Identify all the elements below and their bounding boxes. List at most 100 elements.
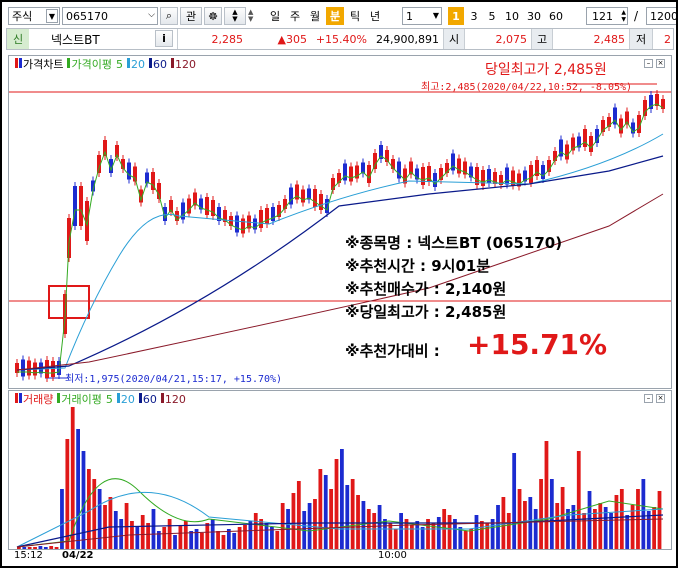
candle-body [517,173,521,187]
volume-bar [409,525,414,549]
volume-bar [555,503,560,549]
volume-bar [248,521,253,549]
candle-body [283,199,287,209]
market-select[interactable]: 주식 ▼ [8,7,60,25]
volume-bar [270,527,274,549]
period-tab-3[interactable]: 분 [326,7,344,25]
volume-bar [65,439,70,549]
candle-body [199,198,203,210]
chevron-down-icon: ▼ [432,11,439,20]
candle-body [457,158,461,174]
info-button[interactable]: i [155,30,173,47]
volume-plot [16,407,664,549]
volume-bar [587,491,592,549]
candle-body [241,218,245,234]
volume-bar [97,489,102,549]
count-input[interactable]: 121 ▲ ▼ [586,7,628,25]
candle-body [79,186,83,226]
candle-body [475,167,479,185]
minimize-icon[interactable]: – [644,59,653,68]
candle-body [169,200,173,212]
interval-button-5[interactable]: 5 [488,9,496,23]
close-icon[interactable]: × [656,394,665,403]
candle-body [421,167,425,185]
vol-ma120-line [16,518,664,548]
candle-body [307,188,311,200]
candle-body [535,160,539,176]
volume-chart-pane[interactable]: 거래량 거래이평 5 20 60 120 – × [8,390,672,550]
volume-bar [253,513,258,549]
search-icon[interactable]: ⌕ [160,7,178,25]
pane-controls[interactable]: – × [644,59,665,68]
high-label: 고 [531,29,553,49]
volume-bar [54,547,59,549]
spinner-icon[interactable]: ▲ ▼ [621,9,626,23]
interval-select[interactable]: 1 ▼ [402,7,442,25]
volume-bar [200,533,204,549]
interval-button-60[interactable]: 60 [549,9,563,23]
period-tab-4[interactable]: 틱 [349,10,361,23]
period-tab-0[interactable]: 일 [269,10,281,23]
candle-body [553,151,557,161]
close-icon[interactable]: × [656,59,665,68]
x-tick-label: 10:00 [378,550,407,561]
interval-button-3[interactable]: 3 [470,9,478,23]
period-tab-5[interactable]: 년 [369,10,381,23]
period-tab-2[interactable]: 월 [309,10,321,23]
x-tick-label: 15:12 [14,550,43,561]
high-annotation: 최고:2,485(2020/04/22,10:52, -8.05%) [421,82,633,93]
total-count-value: 1200 [650,9,676,23]
interval-button-1[interactable]: 1 [448,7,464,25]
candle-body [121,159,125,169]
candle-body [133,166,137,182]
candle-body [427,166,431,182]
candle-body [655,94,659,106]
volume-bar [70,407,75,549]
candle-body [67,218,71,258]
info-recommend-price: ※추천매수가 : 2,140원 [345,280,507,298]
candle-body [661,99,665,109]
candle-body [649,95,653,109]
total-count-input[interactable]: 1200 [646,7,676,25]
interval-button-10[interactable]: 10 [505,9,519,23]
candle-body [289,187,293,205]
favorite-icon[interactable]: ☸ [204,7,222,25]
candle-body [127,162,131,180]
volume-bar [27,547,32,549]
volume-bar [356,495,360,549]
volume-bar [178,525,183,549]
volume-bar [571,505,576,549]
candle-body [15,363,19,373]
candle-body [265,208,269,224]
volume-bar [609,513,613,549]
period-tab-1[interactable]: 주 [289,10,301,23]
quote-bar: 신 넥스트BT i 2,285 ▲305 +15.40% 24,900,891 … [6,28,674,50]
low-value: 2 [664,32,671,46]
candle-body [613,107,617,125]
volume-bar [657,491,662,549]
volume-bar [146,523,150,549]
updown-stepper-icon[interactable]: ▲ ▼ [224,7,246,25]
volume-bar [566,509,570,549]
candle-body [625,111,629,125]
volume-bar [264,523,269,549]
volume-bar [393,529,398,549]
info-recommend-time: ※추천시간 : 9시01분 [345,257,491,275]
info-day-high: ※당일최고가 : 2,485원 [345,303,507,321]
related-button[interactable]: 관 [180,7,202,25]
minimize-icon[interactable]: – [644,394,653,403]
volume-pane-controls[interactable]: – × [644,394,665,403]
volume-bar [474,515,479,549]
volume-bar [630,505,635,549]
candle-body [313,189,317,207]
candle-body [391,159,395,169]
volume-bar [582,513,587,549]
price-chart-pane[interactable]: 가격차트 가격이평 5 20 60 120 – × 당일최고가 2,485원 최… [8,55,672,389]
legend-ma60: 60 [148,57,167,71]
candle-body [115,145,119,157]
interval-button-30[interactable]: 30 [527,9,541,23]
candle-body [547,160,551,172]
candle-body [163,207,167,221]
stock-code-input[interactable]: 065170 ⌵ [62,7,158,25]
volume-bar [156,531,161,549]
